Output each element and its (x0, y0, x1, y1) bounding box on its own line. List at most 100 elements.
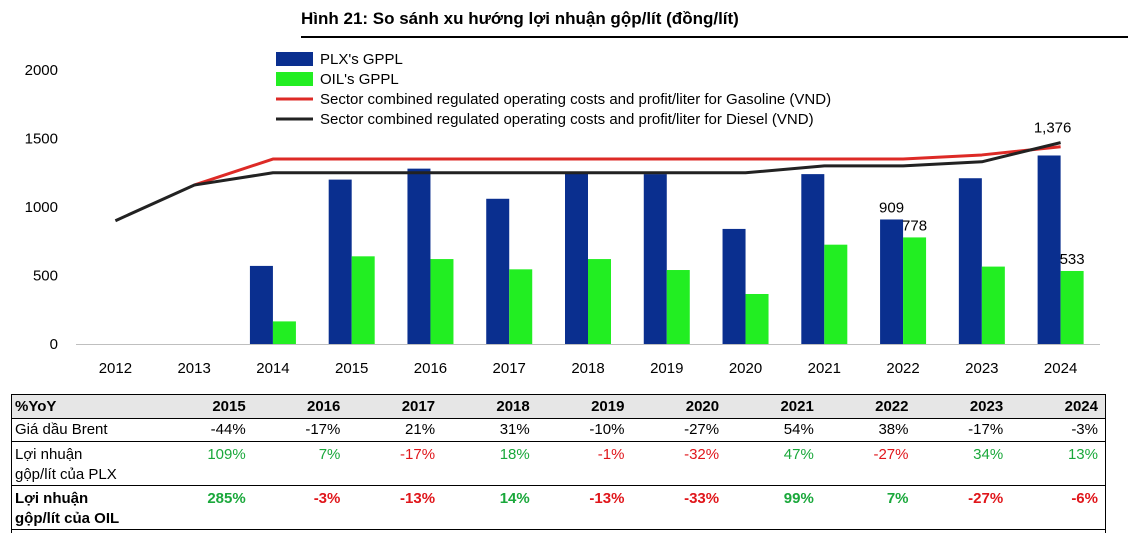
x-axis: 2012 2013 2014 2015 2016 2017 2018 2019 2020 2021… (99, 360, 1078, 377)
row-label-line: Lợi nhuận (15, 446, 83, 463)
table-cell: 109% (159, 441, 254, 486)
x-tick-label: 2018 (571, 360, 604, 377)
table-header-year: 2016 (253, 394, 349, 419)
table-cell: -3% (1011, 418, 1106, 442)
data-label: 778 (902, 217, 927, 234)
table-row: Lợi nhuận gộp/lít của PLX 109% 7% -17% 18% -1%… (11, 441, 1106, 486)
x-tick-label: 2022 (886, 360, 919, 377)
table-cell: -1% (537, 441, 633, 486)
table-cell: -32% (632, 441, 728, 486)
y-tick-label: 1000 (25, 199, 58, 216)
table-cell: -27% (632, 418, 728, 442)
table-cell: 13% (1011, 441, 1106, 486)
legend-label: Sector combined regulated operating cost… (320, 111, 814, 128)
row-label-line: gộp/lít của OIL (15, 510, 120, 527)
table-cell: 47% (727, 441, 822, 486)
table-cell: -6% (1011, 485, 1106, 530)
x-tick-label: 2019 (650, 360, 683, 377)
series-line (193, 145, 1061, 187)
bar (958, 178, 982, 344)
bar (328, 179, 352, 344)
y-tick-label: 500 (33, 268, 58, 285)
y-tick-label: 1500 (25, 131, 58, 148)
bar (745, 293, 769, 344)
table-row: Lợi nhuận gộp/lít của OIL 285% -3% -13% 14% -1… (11, 485, 1106, 530)
bar (272, 321, 296, 344)
bar (903, 237, 927, 344)
y-axis: 0 500 1000 1500 2000 (25, 62, 58, 353)
table-cell: -33% (632, 485, 728, 530)
table-cell: 18% (443, 441, 538, 486)
x-tick-label: 2020 (729, 360, 762, 377)
table-header-label: %YoY (11, 394, 159, 419)
legend-label: OIL's GPPL (320, 71, 399, 88)
legend-label: Sector combined regulated operating cost… (320, 91, 831, 108)
table-cell: -44% (159, 418, 254, 442)
legend-swatch (276, 52, 313, 66)
x-tick-label: 2017 (493, 360, 526, 377)
table-header-year: 2021 (727, 394, 822, 419)
table-cell: 285% (159, 485, 254, 530)
table-cell: -13% (348, 485, 444, 530)
table-header-year: 2020 (632, 394, 728, 419)
data-label: 533 (1060, 251, 1085, 268)
table-header-row: %YoY 2015 2016 2017 2018 2019 2020 2021 2022 2023… (11, 394, 1106, 419)
legend: PLX's GPPL OIL's GPPL Sector combined regu… (276, 51, 831, 128)
x-tick-label: 2015 (335, 360, 368, 377)
row-label-line: Lợi nhuận (15, 490, 89, 507)
x-tick-label: 2021 (808, 360, 841, 377)
bar (351, 256, 375, 344)
row-label-line: gộp/lít của PLX (15, 466, 117, 483)
x-tick-label: 2023 (965, 360, 998, 377)
row-label-line: Giá dầu Brent (15, 421, 108, 438)
table-cell: -3% (253, 485, 349, 530)
table-cell: 7% (253, 441, 349, 486)
table-cell: -10% (537, 418, 633, 442)
x-tick-label: 2012 (99, 360, 132, 377)
table-cell: -27% (916, 485, 1012, 530)
table-header-year: 2022 (821, 394, 917, 419)
x-tick-label: 2013 (177, 360, 210, 377)
table-cell: 54% (727, 418, 822, 442)
bar (249, 265, 273, 344)
y-tick-label: 2000 (25, 62, 58, 79)
yoy-table: %YoY 2015 2016 2017 2018 2019 2020 2021 2022 2023… (11, 394, 1106, 530)
bar (824, 244, 848, 344)
table-header-year: 2024 (1011, 394, 1106, 419)
table-cell: 99% (727, 485, 822, 530)
table-cell: -27% (821, 441, 917, 486)
table-cell: -17% (348, 441, 444, 486)
title-rule (301, 36, 1128, 38)
series-line (114, 141, 1061, 223)
table-cell: 14% (443, 485, 538, 530)
row-label: Lợi nhuận gộp/lít của PLX (11, 441, 159, 486)
bar (981, 266, 1005, 344)
table-cell: 21% (348, 418, 444, 442)
bar (509, 269, 533, 344)
bar (643, 174, 667, 344)
bar (666, 270, 690, 344)
x-tick-label: 2016 (414, 360, 447, 377)
y-tick-label: 0 (50, 336, 58, 353)
bar (801, 174, 825, 344)
table-cell: 31% (443, 418, 538, 442)
table-header-year: 2019 (537, 394, 633, 419)
table-cell: -13% (537, 485, 633, 530)
table-cell: 38% (821, 418, 917, 442)
bar (1037, 155, 1061, 344)
row-label: Giá dầu Brent (11, 418, 159, 442)
table-header-year: 2017 (348, 394, 444, 419)
table-header-year: 2018 (443, 394, 538, 419)
row-label: Lợi nhuận gộp/lít của OIL (11, 485, 159, 530)
bar (565, 172, 588, 344)
bar (1060, 270, 1084, 344)
bar (407, 168, 431, 344)
table-header-year: 2015 (159, 394, 254, 419)
table-body: Giá dầu Brent -44% -17% 21% 31% -10% -27% 54% 38… (11, 418, 1106, 530)
data-label: 1,376 (1034, 120, 1072, 137)
bar (486, 198, 510, 344)
legend-swatch (276, 72, 313, 86)
bar (880, 219, 904, 344)
